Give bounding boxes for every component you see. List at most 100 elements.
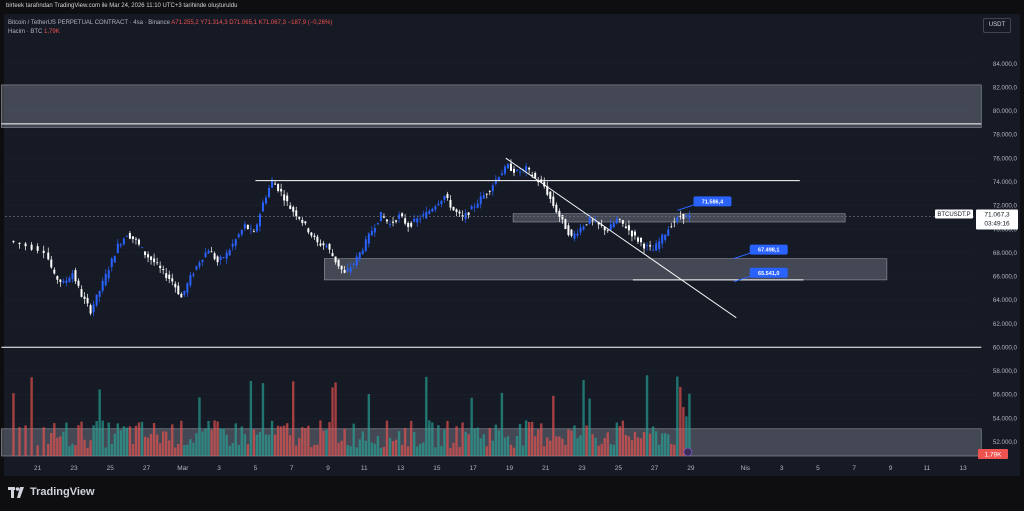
- candle-body: [47, 252, 50, 260]
- volume-bar: [177, 443, 180, 456]
- volume-bar: [422, 442, 425, 456]
- candle-body: [24, 243, 27, 247]
- candle-body: [443, 195, 446, 200]
- volume-bar: [137, 422, 141, 456]
- volume-bar: [267, 434, 271, 456]
- candle-body: [286, 195, 289, 202]
- volume-bar: [591, 434, 594, 456]
- volume-bar: [400, 444, 404, 456]
- volume-bar: [80, 421, 83, 456]
- candle-body: [446, 193, 449, 199]
- volume-bar: [437, 425, 440, 456]
- volume-bar: [476, 427, 479, 456]
- volume-bar: [346, 444, 349, 456]
- candle-body: [419, 218, 422, 220]
- candle-body: [543, 181, 546, 187]
- candle-body: [395, 220, 398, 222]
- volume-bar: [240, 426, 244, 456]
- price-callout-label: 67.498,1: [758, 248, 779, 254]
- volume-bar: [246, 444, 250, 456]
- date-tick-label: 13: [959, 465, 967, 472]
- volume-bar: [68, 446, 71, 456]
- tradingview-brand[interactable]: TradingView: [8, 486, 95, 498]
- candle-body: [301, 219, 304, 224]
- candle-body: [119, 244, 122, 246]
- candle-body: [53, 269, 56, 274]
- volume-bar: [606, 432, 609, 456]
- volume-bar: [331, 387, 334, 456]
- volume-bar: [83, 439, 86, 456]
- candle-body: [80, 289, 83, 297]
- candle-body: [361, 250, 364, 254]
- candle-body: [122, 238, 125, 245]
- candle-body: [624, 226, 627, 229]
- date-tick-label: 15: [433, 465, 441, 472]
- volume-bar: [521, 445, 525, 456]
- candle-body: [128, 233, 131, 239]
- price-tick-label: 52.000,0: [993, 439, 1018, 446]
- candle-body: [373, 228, 376, 233]
- volume-bar: [540, 423, 543, 456]
- volume-bar: [319, 420, 322, 456]
- ohlc-values: A71.255,2 Y71.314,3 D71.065,1 K71.067,3 …: [171, 20, 333, 26]
- volume-bar: [204, 428, 207, 456]
- volume-bar: [552, 395, 555, 456]
- candle-body: [74, 270, 77, 282]
- volume-bar: [18, 427, 21, 456]
- symbol-label: BTCUSDT.P: [937, 212, 970, 218]
- volume-bar: [86, 447, 89, 456]
- candle-body: [231, 243, 234, 247]
- price-tick-label: 76.000,0: [993, 155, 1018, 162]
- volume-bar: [62, 431, 65, 456]
- date-tick-label: 9: [326, 465, 330, 472]
- volume-bar: [361, 431, 364, 456]
- date-tick-label: 29: [687, 465, 695, 472]
- candle-body: [388, 223, 391, 225]
- volume-bar: [419, 443, 422, 456]
- brand-name: TradingView: [30, 486, 95, 498]
- candle-body: [534, 172, 537, 178]
- candle-body: [346, 268, 349, 272]
- volume-bar: [515, 435, 519, 456]
- volume-bar: [470, 397, 473, 456]
- candle-body: [591, 219, 594, 221]
- candle-body: [277, 183, 280, 191]
- lightning-icon: [683, 447, 693, 457]
- volume-bar: [558, 436, 561, 456]
- volume-bar: [116, 423, 120, 456]
- volume-bar: [219, 428, 222, 456]
- candle-body: [328, 243, 331, 250]
- candle-body: [125, 235, 128, 237]
- volume-bar: [642, 432, 646, 456]
- candle-body: [42, 250, 45, 254]
- volume-bar: [249, 380, 253, 456]
- symbol-name[interactable]: Bitcoin / TetherUS PERPETUAL CONTRACT · …: [8, 20, 170, 26]
- volume-bar: [71, 443, 74, 456]
- candle-body: [201, 259, 204, 263]
- candle-body: [407, 223, 410, 228]
- chart-pane[interactable]: [4, 14, 1020, 476]
- countdown-label: 03:49:16: [984, 220, 1010, 227]
- date-tick-label: Nis: [741, 465, 751, 472]
- volume-bar: [152, 422, 156, 456]
- candle-body: [449, 199, 452, 208]
- candle-body: [207, 250, 210, 254]
- volume-bar: [131, 444, 135, 456]
- volume-bar: [301, 427, 304, 456]
- currency-selector[interactable]: USDT: [983, 18, 1011, 33]
- volume-bar: [546, 437, 549, 456]
- volume-label[interactable]: Hacim · BTC: [8, 29, 43, 35]
- candle-body: [92, 304, 95, 313]
- volume-bar: [633, 431, 637, 456]
- volume-bar: [582, 380, 585, 456]
- volume-bar: [171, 424, 174, 456]
- candle-body: [307, 228, 310, 233]
- volume-bar: [488, 428, 492, 456]
- volume-bar: [222, 428, 225, 456]
- candle-body: [667, 229, 670, 236]
- candle-body: [485, 193, 488, 195]
- candle-body: [113, 255, 116, 263]
- candle-body: [440, 200, 443, 205]
- volume-bar: [50, 432, 53, 456]
